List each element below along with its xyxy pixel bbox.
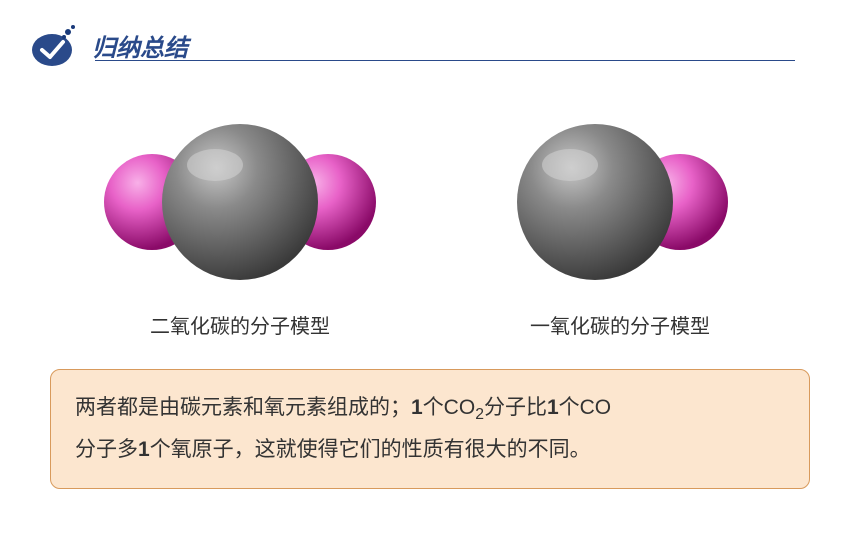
co2-model-container: 二氧化碳的分子模型 xyxy=(100,110,380,339)
co2-label: 二氧化碳的分子模型 xyxy=(150,310,330,339)
co-molecule-diagram xyxy=(480,110,760,290)
title-underline xyxy=(95,60,795,61)
mid2: 分子多 xyxy=(75,438,138,461)
num-1b: 1 xyxy=(547,396,559,419)
sub-2: 2 xyxy=(475,406,484,423)
explanation-suffix: 个氧原子，这就使得它们的性质有很大的不同。 xyxy=(150,438,591,461)
explanation-box: 两者都是由碳元素和氧元素组成的；1个CO2分子比1个CO分子多1个氧原子，这就使… xyxy=(50,369,810,489)
co-label: 一氧化碳的分子模型 xyxy=(530,310,710,339)
num-1a: 1 xyxy=(411,396,423,419)
co2-text: 个CO xyxy=(423,396,476,419)
logo-icon xyxy=(30,20,80,70)
models-row: 二氧化碳的分子模型 xyxy=(0,110,860,339)
mid1: 分子比 xyxy=(484,396,547,419)
co2-molecule-diagram xyxy=(100,110,380,290)
page-title: 归纳总结 xyxy=(92,28,188,63)
co-text: 个CO xyxy=(559,396,612,419)
explanation-prefix: 两者都是由碳元素和氧元素组成的； xyxy=(75,396,411,419)
co-model-container: 一氧化碳的分子模型 xyxy=(480,110,760,339)
num-1c: 1 xyxy=(138,438,150,461)
